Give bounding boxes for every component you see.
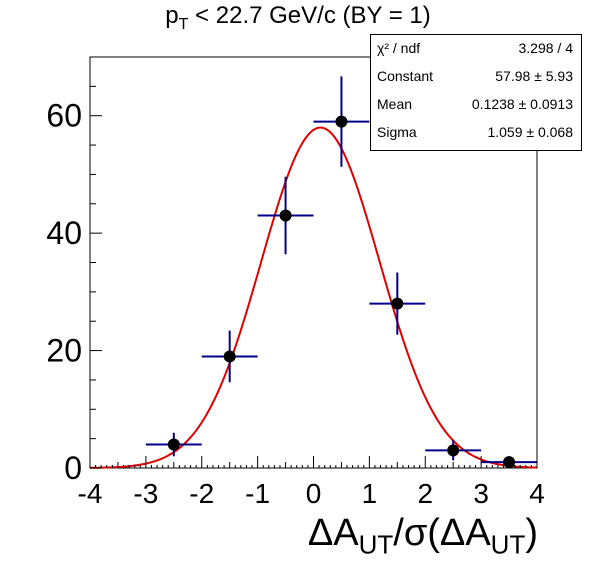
y-tick-label: 40: [46, 215, 82, 251]
stat-mean-row: Mean 0.1238 ± 0.0913: [377, 94, 573, 114]
x-tick-label: -3: [133, 478, 158, 509]
stat-constant-row: Constant 57.98 ± 5.93: [377, 66, 573, 86]
x-tick-label: 1: [362, 478, 378, 509]
data-point: [391, 297, 404, 310]
x-tick-label: -2: [189, 478, 214, 509]
stat-mean-label: Mean: [377, 96, 413, 112]
data-point: [335, 115, 348, 128]
x-axis-title: ΔAUT/σ(ΔAUT): [307, 512, 538, 560]
y-tick-label: 0: [64, 450, 82, 486]
stat-constant-label: Constant: [377, 68, 434, 84]
chart-title: pT < 22.7 GeV/c (BY = 1): [165, 2, 431, 33]
x-tick-label: -4: [78, 478, 103, 509]
stat-sigma-value: 1.059 ± 0.068: [487, 124, 573, 140]
stat-constant-value: 57.98 ± 5.93: [495, 68, 573, 84]
data-point: [279, 209, 292, 222]
stat-mean-value: 0.1238 ± 0.0913: [471, 96, 573, 112]
stat-chi2-label: χ² / ndf: [377, 40, 421, 56]
data-point: [167, 438, 180, 451]
y-tick-label: 20: [46, 333, 82, 369]
stats-box: χ² / ndf 3.298 / 4 Constant 57.98 ± 5.93…: [370, 34, 582, 151]
x-tick-label: 4: [529, 478, 545, 509]
x-tick-label: 0: [306, 478, 322, 509]
data-point: [447, 444, 460, 457]
x-tick-label: 2: [417, 478, 433, 509]
x-tick-label: -1: [245, 478, 270, 509]
x-tick-label: 3: [473, 478, 489, 509]
stat-sigma-label: Sigma: [377, 124, 417, 140]
stat-chi2-value: 3.298 / 4: [518, 40, 574, 56]
stat-sigma-row: Sigma 1.059 ± 0.068: [377, 122, 573, 142]
stat-chi2-row: χ² / ndf 3.298 / 4: [377, 38, 573, 58]
data-point: [223, 350, 236, 363]
fit-curve: [89, 126, 538, 469]
y-tick-label: 60: [46, 98, 82, 134]
